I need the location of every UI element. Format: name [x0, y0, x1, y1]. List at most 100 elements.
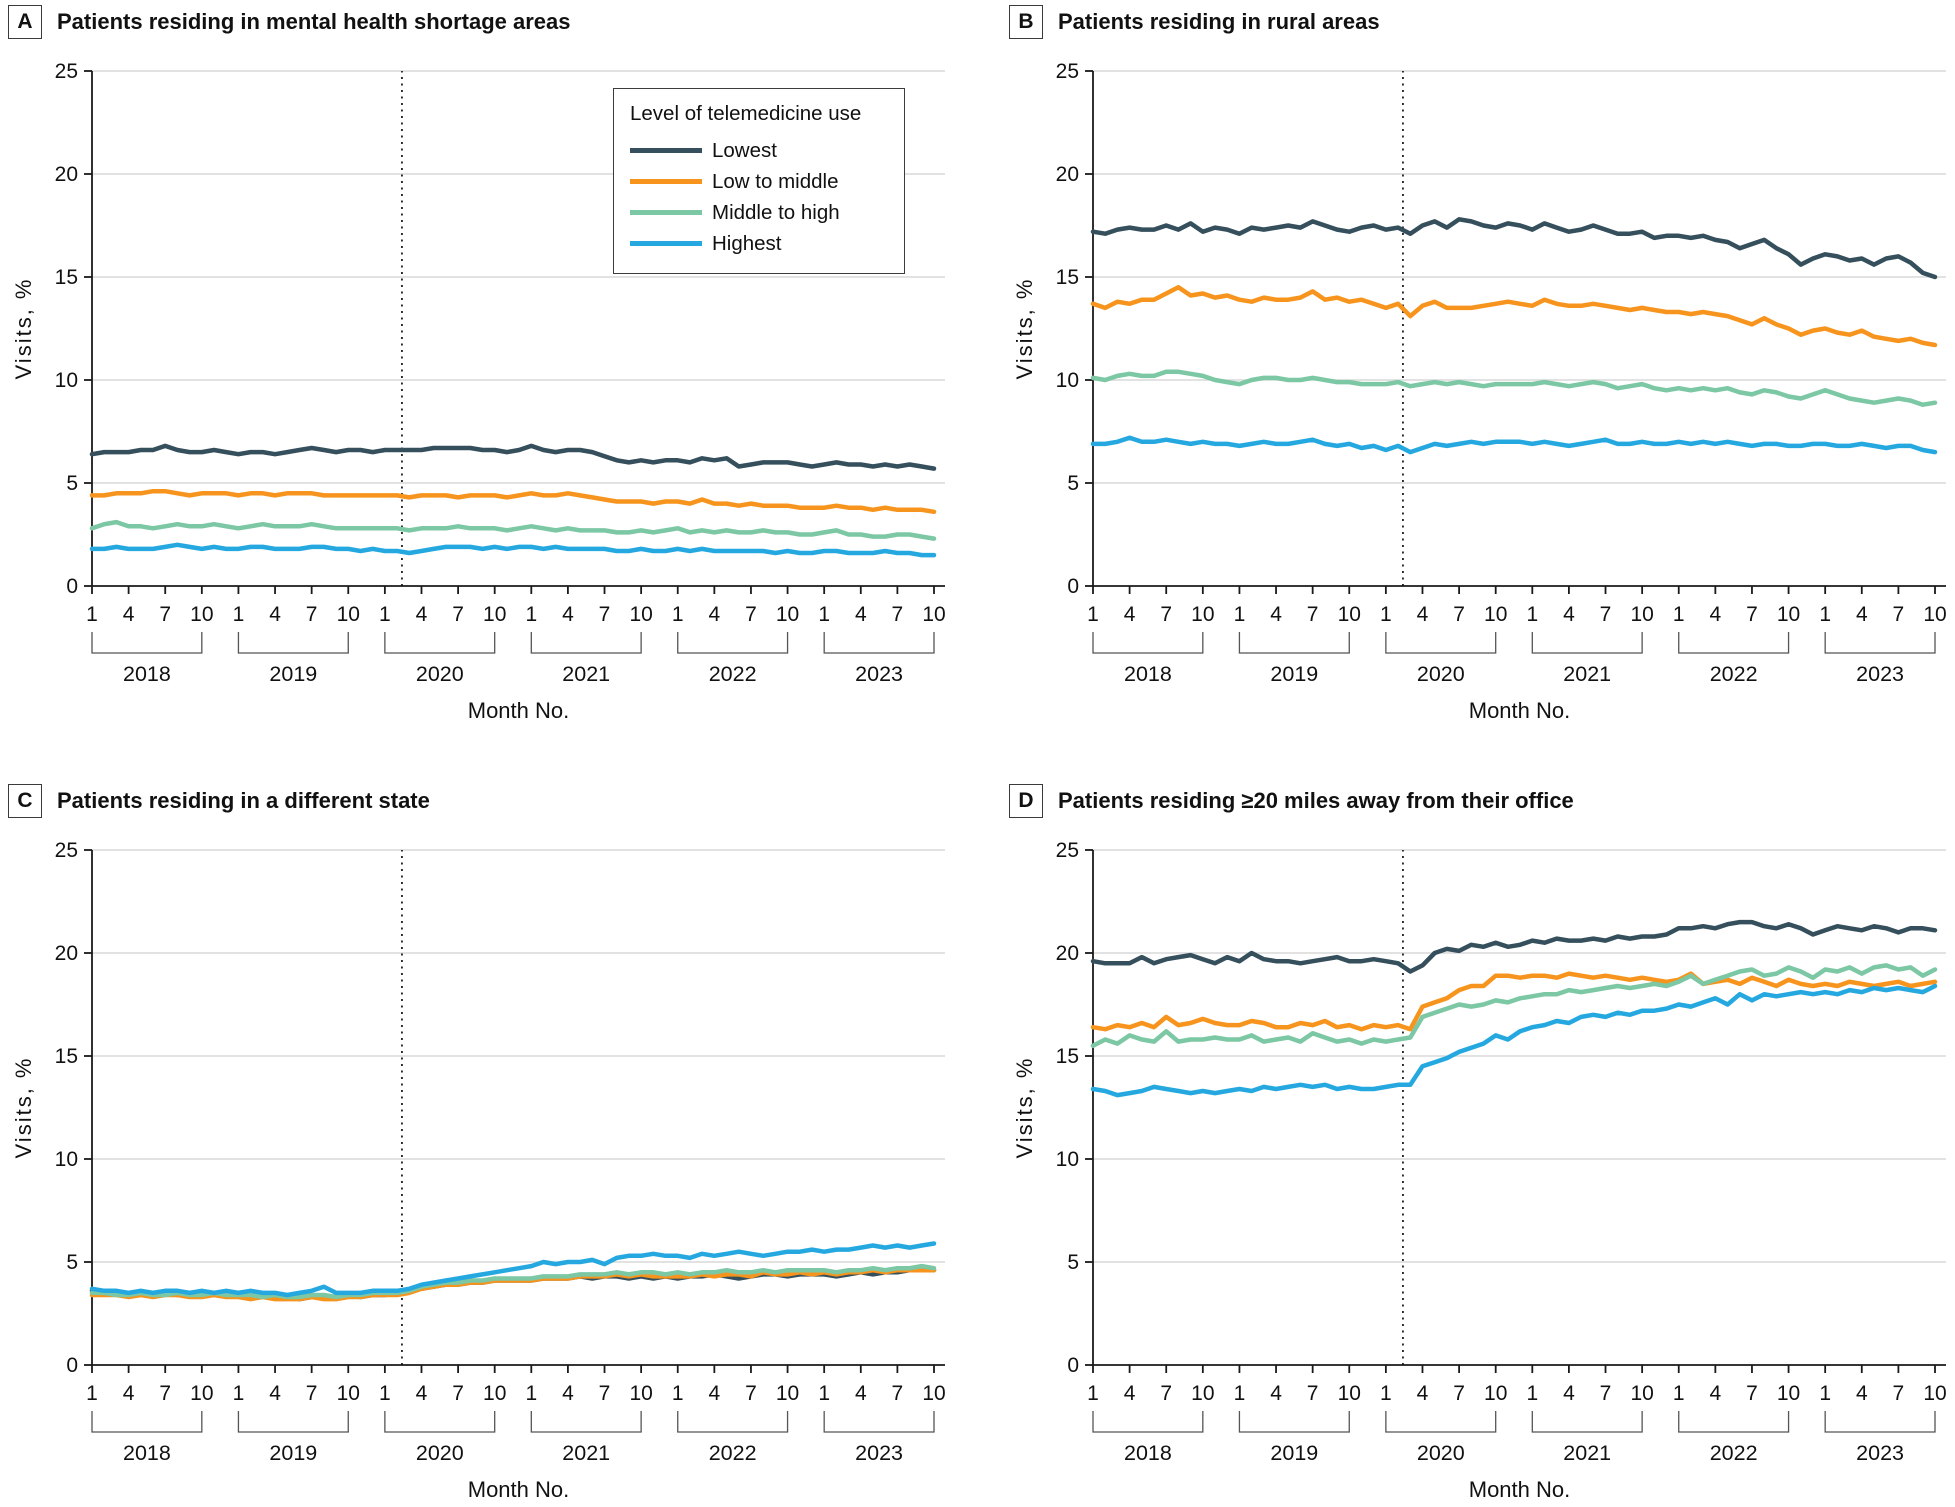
- series-line-middle-to-high: [89, 1263, 937, 1300]
- series-line-lowest: [89, 443, 937, 471]
- year-bracket: [823, 1411, 935, 1433]
- x-tick-label: 7: [306, 603, 318, 626]
- year-bracket: [1531, 632, 1643, 654]
- x-tick-label: 10: [1191, 603, 1214, 626]
- year-label: 2020: [416, 662, 464, 686]
- x-tick-label: 7: [599, 1382, 611, 1405]
- y-tick-label: 0: [66, 575, 78, 598]
- year-bracket: [1824, 1411, 1936, 1433]
- x-tick-label: 1: [1819, 603, 1831, 626]
- year-label: 2019: [269, 1441, 317, 1465]
- x-tick-label: 10: [1338, 1382, 1361, 1405]
- x-tick-label: 4: [1270, 1382, 1282, 1405]
- telemedicine-legend: Level of telemedicine use Lowest Low to …: [613, 88, 905, 274]
- y-tick-label: 15: [1056, 266, 1079, 289]
- panel-a-letter: A: [8, 5, 42, 39]
- x-tick-label: 1: [525, 1382, 537, 1405]
- x-tick-label: 10: [1484, 1382, 1507, 1405]
- x-tick-label: 1: [1380, 603, 1392, 626]
- series-line-lowest: [1090, 919, 1938, 974]
- legend-label-middle-to-high: Middle to high: [712, 200, 840, 224]
- y-tick-label: 5: [66, 472, 78, 495]
- y-tick-label: 10: [1056, 1148, 1079, 1171]
- x-tick-label: 1: [1819, 1382, 1831, 1405]
- x-tick-label: 4: [709, 603, 721, 626]
- x-tick-label: 4: [1270, 603, 1282, 626]
- series-line-highest: [89, 542, 937, 558]
- year-bracket: [384, 1411, 496, 1433]
- x-tick-label: 4: [1563, 603, 1575, 626]
- x-tick-label: 4: [562, 1382, 574, 1405]
- year-label: 2019: [1270, 1441, 1318, 1465]
- y-tick-label: 5: [1067, 1251, 1079, 1274]
- x-tick-label: 4: [1710, 1382, 1722, 1405]
- panel-a-header: A Patients residing in mental health sho…: [8, 5, 571, 39]
- panel-b-chart: 0 5 10 15 20 25 1 4 7 10 2018 1 4 7 10 2019 1 4 7 10 2020 1 4 7…: [1012, 60, 1947, 723]
- lowest-line-swatch: [630, 148, 702, 153]
- y-tick-label: 20: [55, 163, 78, 186]
- x-tick-label: 10: [629, 1382, 652, 1405]
- x-tick-label: 4: [855, 603, 867, 626]
- year-label: 2021: [562, 1441, 610, 1465]
- y-tick-label: 10: [1056, 369, 1079, 392]
- x-tick-label: 7: [1893, 603, 1905, 626]
- x-tick-label: 7: [1307, 603, 1319, 626]
- x-axis-title: Month No.: [1469, 698, 1571, 723]
- year-label: 2023: [855, 1441, 903, 1465]
- panel-c-title: Patients residing in a different state: [57, 788, 430, 813]
- panel-b-letter: B: [1009, 5, 1043, 39]
- panel-d-title: Patients residing ≥20 miles away from th…: [1058, 788, 1574, 813]
- legend-row-middle-to-high: Middle to high: [630, 197, 896, 228]
- x-tick-label: 1: [1673, 603, 1685, 626]
- year-label: 2018: [1124, 662, 1172, 686]
- x-tick-label: 7: [599, 603, 611, 626]
- year-label: 2022: [709, 1441, 757, 1465]
- series-line-highest: [1090, 435, 1938, 455]
- x-tick-label: 7: [1893, 1382, 1905, 1405]
- series-line-highest: [1090, 983, 1938, 1098]
- x-tick-label: 1: [1087, 1382, 1099, 1405]
- legend-row-lowest: Lowest: [630, 135, 896, 166]
- series-line-highest: [89, 1241, 937, 1298]
- year-bracket: [1238, 632, 1350, 654]
- x-tick-label: 4: [1856, 1382, 1868, 1405]
- legend-label-low-to-middle: Low to middle: [712, 169, 839, 193]
- year-bracket: [1678, 632, 1790, 654]
- year-label: 2022: [709, 662, 757, 686]
- x-tick-label: 1: [818, 1382, 830, 1405]
- year-bracket: [237, 1411, 349, 1433]
- highest-line-swatch: [630, 241, 702, 246]
- x-tick-label: 7: [745, 1382, 757, 1405]
- x-tick-label: 1: [1526, 603, 1538, 626]
- year-bracket: [677, 1411, 789, 1433]
- x-tick-label: 10: [1630, 1382, 1653, 1405]
- legend-label-highest: Highest: [712, 231, 782, 255]
- x-tick-label: 1: [672, 1382, 684, 1405]
- x-tick-label: 10: [1777, 1382, 1800, 1405]
- x-tick-label: 1: [86, 603, 98, 626]
- x-tick-label: 10: [1484, 603, 1507, 626]
- x-tick-label: 4: [709, 1382, 721, 1405]
- panel-d-header: D Patients residing ≥20 miles away from …: [1009, 784, 1574, 818]
- panel-c-header: C Patients residing in a different state: [8, 784, 430, 818]
- x-tick-label: 10: [190, 1382, 213, 1405]
- year-bracket: [1678, 1411, 1790, 1433]
- x-tick-label: 7: [159, 603, 171, 626]
- x-tick-label: 4: [562, 603, 574, 626]
- year-label: 2023: [1856, 1441, 1904, 1465]
- year-label: 2018: [1124, 1441, 1172, 1465]
- x-tick-label: 10: [483, 1382, 506, 1405]
- year-bracket: [237, 632, 349, 654]
- year-label: 2020: [416, 1441, 464, 1465]
- panel-b-title: Patients residing in rural areas: [1058, 9, 1380, 34]
- y-tick-label: 25: [1056, 839, 1079, 862]
- year-bracket: [677, 632, 789, 654]
- x-tick-label: 7: [1160, 1382, 1172, 1405]
- x-tick-label: 4: [1563, 1382, 1575, 1405]
- y-tick-label: 5: [66, 1251, 78, 1274]
- x-tick-label: 4: [1417, 1382, 1429, 1405]
- legend-label-lowest: Lowest: [712, 138, 777, 162]
- x-tick-label: 1: [1380, 1382, 1392, 1405]
- x-tick-label: 1: [672, 603, 684, 626]
